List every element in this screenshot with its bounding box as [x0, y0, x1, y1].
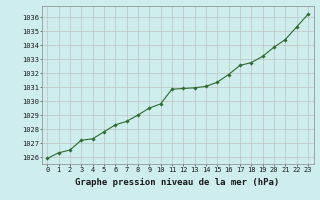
X-axis label: Graphe pression niveau de la mer (hPa): Graphe pression niveau de la mer (hPa) — [76, 178, 280, 187]
